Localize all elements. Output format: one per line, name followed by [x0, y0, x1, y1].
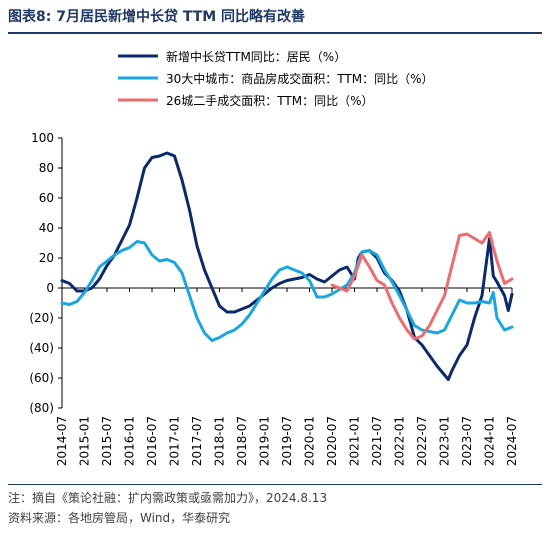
y-tick-label: (60) — [29, 371, 54, 385]
y-axis: 100 80 60 40 20 0 (20) (40) (60) (80) — [29, 131, 63, 415]
x-tick-label: 2016-07 — [145, 416, 159, 466]
x-tick-label: 2015-01 — [78, 416, 92, 466]
x-tick-label: 2019-07 — [280, 416, 294, 466]
x-tick-label: 2014-07 — [55, 416, 69, 466]
series-line-2 — [60, 240, 514, 342]
y-tick-label: 0 — [46, 281, 54, 295]
x-tick-label: 2017-07 — [190, 416, 204, 466]
x-axis: 2014-07 2015-01 2015-07 2016-01 2016-07 2017-… — [55, 287, 519, 466]
x-tick-label: 2020-07 — [325, 416, 339, 466]
legend-label-3: 26城二手成交面积：TTM：同比（%） — [166, 93, 373, 108]
y-tick-label: 100 — [31, 131, 54, 145]
legend-label-2: 30大中城市：商品房成交面积：TTM：同比（%） — [166, 71, 433, 86]
x-tick-label: 2016-01 — [123, 416, 137, 466]
y-tick-label: (20) — [29, 311, 54, 325]
x-tick-label: 2021-07 — [370, 416, 384, 466]
figure-title: 图表8: 7月居民新增中长贷 TTM 同比略有改善 — [8, 9, 306, 25]
line-chart: 新增中长贷TTM同比：居民（%） 30大中城市：商品房成交面积：TTM：同比（%）… — [29, 49, 519, 466]
legend-label-1: 新增中长贷TTM同比：居民（%） — [166, 49, 346, 64]
footer-divider — [8, 484, 542, 485]
x-tick-label: 2019-01 — [258, 416, 272, 466]
y-tick-label: 40 — [39, 221, 54, 235]
y-tick-label: (40) — [29, 341, 54, 355]
x-tick-label: 2022-01 — [393, 416, 407, 466]
chart-legend: 新增中长贷TTM同比：居民（%） 30大中城市：商品房成交面积：TTM：同比（%）… — [118, 49, 433, 108]
x-tick-label: 2021-01 — [348, 416, 362, 466]
x-tick-label: 2024-07 — [505, 416, 519, 466]
y-tick-label: 60 — [39, 191, 54, 205]
x-tick-label: 2020-01 — [303, 416, 317, 466]
plot-area — [60, 151, 514, 381]
x-tick-label: 2015-07 — [100, 416, 114, 466]
x-tick-label: 2022-07 — [415, 416, 429, 466]
series-line-3 — [330, 231, 514, 341]
y-tick-label: 20 — [39, 251, 54, 265]
x-tick-label: 2018-07 — [235, 416, 249, 466]
series-line-1 — [60, 151, 514, 381]
x-tick-label: 2017-01 — [168, 416, 182, 466]
x-tick-label: 2024-01 — [483, 416, 497, 466]
source-note: 资料来源：各地房管局，Wind，华泰研究 — [8, 511, 231, 525]
x-tick-label: 2023-07 — [460, 416, 474, 466]
y-tick-label: (80) — [29, 401, 54, 415]
x-tick-label: 2018-01 — [213, 416, 227, 466]
y-tick-label: 80 — [39, 161, 54, 175]
title-divider — [8, 32, 542, 34]
x-tick-label: 2023-01 — [438, 416, 452, 466]
footnote: 注：摘自《策论社融：扩内需政策或亟需加力》，2024.8.13 — [8, 491, 328, 505]
